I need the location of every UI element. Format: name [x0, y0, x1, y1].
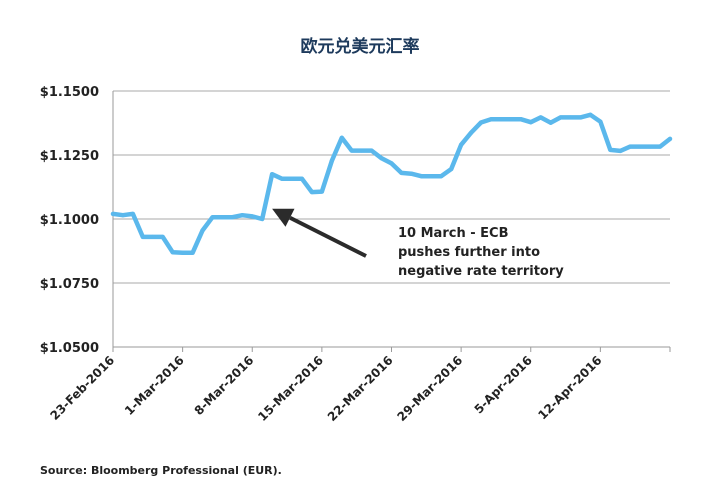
x-tick-label: 5-Apr-2016 [472, 353, 535, 416]
data-point [489, 117, 493, 122]
data-point [359, 148, 364, 153]
data-point [379, 156, 384, 161]
series-line [110, 112, 673, 256]
data-point [479, 120, 483, 125]
data-point [349, 148, 354, 153]
data-point [578, 115, 583, 120]
annotation: 10 March - ECB pushes further into negat… [272, 208, 564, 279]
data-point [558, 115, 563, 120]
x-tick-label: 1-Mar-2016 [122, 353, 187, 418]
data-point [399, 170, 404, 175]
data-point [439, 174, 444, 179]
y-tick-label: $1.0500 [40, 341, 99, 356]
data-point [260, 217, 265, 221]
y-tick-label: $1.1250 [40, 149, 99, 164]
data-point [638, 144, 643, 149]
data-point [668, 136, 672, 141]
y-tick-label: $1.0750 [40, 277, 99, 292]
data-point [389, 161, 394, 166]
annotation-arrow-shaft [289, 215, 367, 258]
annotation-line-2: pushes further into [398, 245, 540, 260]
data-point [429, 174, 434, 179]
data-point [469, 130, 474, 135]
x-tick-label: 23-Feb-2016 [47, 353, 117, 423]
data-point [329, 158, 334, 163]
data-point [449, 167, 454, 172]
axis-layer: $1.0500 $1.0750 $1.1000 $1.1250 $1.1500 23-Fe… [40, 85, 671, 424]
data-point [528, 120, 533, 125]
data-point [309, 190, 314, 195]
data-point [419, 174, 424, 179]
data-point [220, 215, 225, 220]
y-tick-label: $1.1500 [40, 85, 99, 100]
data-point [339, 135, 344, 140]
data-point [130, 211, 135, 216]
data-point [588, 112, 593, 117]
data-point [250, 214, 255, 219]
data-point [548, 120, 553, 125]
x-tick-label: 12-Apr-2016 [535, 353, 604, 422]
data-point [111, 211, 115, 216]
data-point [200, 228, 205, 233]
data-point [608, 147, 613, 152]
data-point [658, 144, 663, 149]
annotation-line-3: negative rate territory [398, 264, 564, 279]
data-point [568, 115, 573, 120]
data-point [538, 115, 543, 120]
data-point [518, 117, 523, 122]
annotation-arrow-head [272, 208, 295, 227]
annotation-line-1: 10 March - ECB [398, 226, 508, 241]
data-point [270, 172, 275, 177]
data-point [648, 144, 653, 149]
grid-layer [113, 90, 670, 284]
chart-title: 欧元兑美元汇率 [301, 36, 420, 57]
x-tick-label: 15-Mar-2016 [255, 353, 326, 424]
data-point [498, 117, 503, 122]
data-point [120, 213, 125, 218]
series-layer [110, 112, 673, 256]
x-tick-label: 29-Mar-2016 [395, 353, 466, 424]
data-point [628, 144, 633, 149]
data-point [190, 250, 195, 255]
y-tick-label: $1.1000 [40, 213, 99, 228]
data-point [409, 171, 414, 176]
data-point [150, 234, 155, 239]
data-point [290, 176, 294, 181]
data-point [508, 117, 513, 122]
x-tick-label: 22-Mar-2016 [325, 353, 396, 424]
data-point [140, 234, 145, 239]
source-note: Source: Bloomberg Professional (EUR). [40, 464, 282, 477]
data-point [160, 234, 165, 239]
data-point [319, 189, 324, 194]
data-point [459, 142, 464, 147]
data-point [598, 119, 603, 124]
data-point [210, 215, 215, 220]
data-point [369, 148, 374, 153]
data-point [618, 148, 623, 153]
data-point [170, 250, 175, 255]
data-point [280, 176, 285, 181]
data-point [180, 250, 185, 255]
data-point [300, 176, 304, 181]
data-point [230, 215, 235, 220]
x-tick-label: 8-Mar-2016 [192, 353, 257, 418]
data-point [240, 213, 245, 218]
